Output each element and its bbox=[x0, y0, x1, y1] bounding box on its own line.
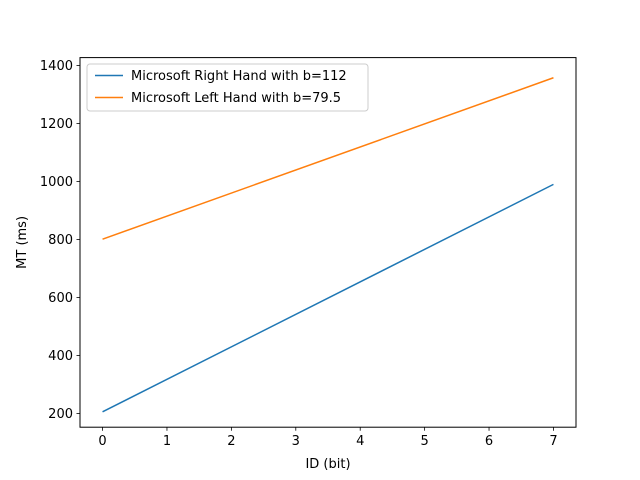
y-axis: 200 400 600 800 1000 1200 1400 bbox=[40, 59, 80, 422]
x-tick-label: 7 bbox=[549, 434, 557, 449]
legend-label-2: Microsoft Left Hand with b=79.5 bbox=[131, 91, 341, 106]
x-tick-label: 6 bbox=[485, 434, 493, 449]
y-tick-label: 1200 bbox=[40, 117, 73, 132]
series-line-1 bbox=[102, 183, 554, 413]
x-tick-label: 1 bbox=[163, 434, 171, 449]
series-line-2 bbox=[102, 77, 554, 240]
x-tick-label: 4 bbox=[356, 434, 364, 449]
x-tick-label: 2 bbox=[227, 434, 235, 449]
plot-lines bbox=[102, 77, 554, 413]
x-tick-label: 0 bbox=[98, 434, 106, 449]
legend: Microsoft Right Hand with b=112 Microsoft… bbox=[86, 63, 369, 112]
x-axis-label: ID (bit) bbox=[305, 457, 350, 472]
y-tick-label: 600 bbox=[48, 291, 73, 306]
y-axis-label: MT (ms) bbox=[15, 216, 30, 269]
y-tick-label: 1000 bbox=[40, 175, 73, 190]
legend-box bbox=[86, 63, 369, 112]
x-tick-label: 5 bbox=[420, 434, 428, 449]
y-tick-label: 800 bbox=[48, 233, 73, 248]
y-tick-label: 1400 bbox=[40, 59, 73, 74]
legend-label-1: Microsoft Right Hand with b=112 bbox=[131, 69, 347, 84]
x-tick-label: 3 bbox=[292, 434, 300, 449]
y-tick-label: 200 bbox=[48, 407, 73, 422]
plot-frame bbox=[79, 57, 577, 428]
x-axis: 0 1 2 3 4 5 6 7 bbox=[98, 427, 558, 449]
y-tick-label: 400 bbox=[48, 349, 73, 364]
